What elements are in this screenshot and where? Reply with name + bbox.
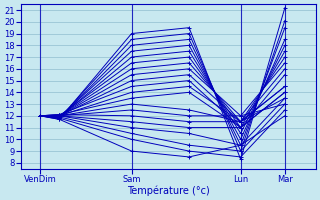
- X-axis label: Température (°c): Température (°c): [127, 185, 210, 196]
